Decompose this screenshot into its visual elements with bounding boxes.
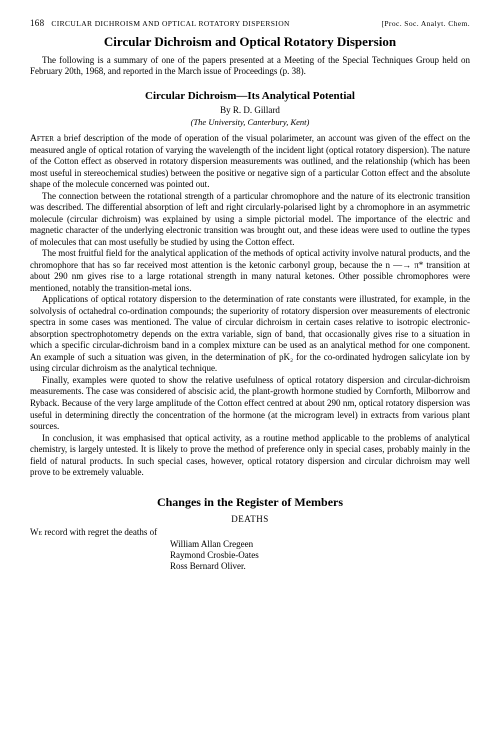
paper-subtitle: Circular Dichroism—Its Analytical Potent…	[30, 90, 470, 102]
affiliation: (The University, Canterbury, Kent)	[30, 117, 470, 127]
body-paragraph: Applications of optical rotatory dispers…	[30, 294, 470, 375]
main-title: Circular Dichroism and Optical Rotatory …	[30, 34, 470, 50]
deaths-names-list: William Allan Cregeen Raymond Crosbie-Oa…	[170, 539, 470, 573]
byline-prefix: By	[220, 105, 233, 115]
body-paragraph: Finally, examples were quoted to show th…	[30, 375, 470, 433]
para-text: a brief description of the mode of opera…	[30, 133, 470, 190]
running-header: 168 CIRCULAR DICHROISM AND OPTICAL ROTAT…	[30, 18, 470, 28]
author-name: R. D. Gillard	[233, 105, 280, 115]
page: 168 CIRCULAR DICHROISM AND OPTICAL ROTAT…	[0, 0, 500, 592]
deaths-intro-rest: record with regret the deaths of	[42, 527, 157, 537]
byline: By R. D. Gillard	[30, 105, 470, 115]
register-section-title: Changes in the Register of Members	[30, 495, 470, 510]
lead-word: After	[30, 134, 54, 144]
death-name: Ross Bernard Oliver.	[170, 561, 470, 572]
deaths-intro-lead: We	[30, 527, 42, 537]
deaths-heading: DEATHS	[30, 514, 470, 524]
body-paragraph: The connection between the rotational st…	[30, 191, 470, 249]
intro-paragraph: The following is a summary of one of the…	[30, 55, 470, 78]
page-number: 168 CIRCULAR DICHROISM AND OPTICAL ROTAT…	[30, 18, 290, 28]
death-name: William Allan Cregeen	[170, 539, 470, 550]
deaths-intro: We record with regret the deaths of	[30, 527, 470, 537]
body-paragraph: The most fruitful field for the analytic…	[30, 248, 470, 294]
journal-ref: [Proc. Soc. Analyt. Chem.	[381, 19, 470, 28]
body-paragraph: In conclusion, it was emphasised that op…	[30, 433, 470, 479]
body-paragraph: After a brief description of the mode of…	[30, 133, 470, 191]
death-name: Raymond Crosbie-Oates	[170, 550, 470, 561]
